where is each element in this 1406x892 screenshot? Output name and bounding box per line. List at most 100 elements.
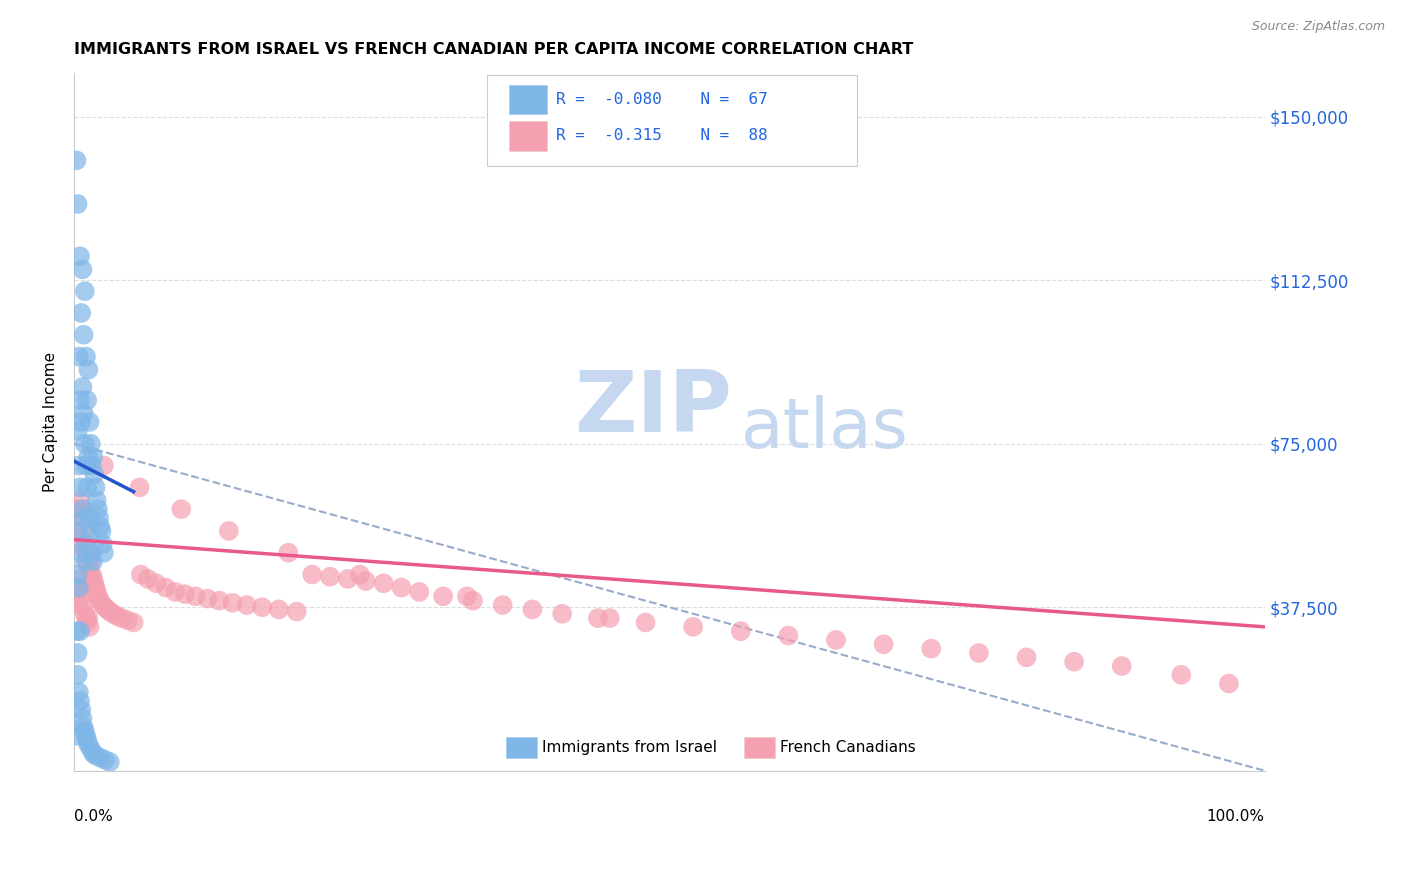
Point — [86, 493, 108, 508]
Point — [173, 587, 195, 601]
FancyBboxPatch shape — [488, 75, 858, 166]
Point — [84, 748, 107, 763]
Point — [117, 613, 139, 627]
Point — [72, 711, 94, 725]
Point — [80, 546, 103, 560]
Point — [94, 600, 117, 615]
Point — [136, 572, 159, 586]
Point — [69, 480, 91, 494]
Point — [67, 598, 90, 612]
Point — [65, 624, 87, 639]
Point — [89, 750, 111, 764]
Point — [122, 615, 145, 630]
Point — [87, 511, 110, 525]
Point — [730, 624, 752, 639]
Point — [72, 524, 94, 538]
Text: Source: ZipAtlas.com: Source: ZipAtlas.com — [1251, 20, 1385, 33]
Point — [67, 685, 90, 699]
Point — [73, 537, 96, 551]
Point — [75, 729, 97, 743]
Point — [250, 600, 273, 615]
Point — [69, 624, 91, 639]
Point — [70, 703, 93, 717]
Point — [235, 598, 257, 612]
Point — [66, 646, 89, 660]
FancyBboxPatch shape — [744, 737, 775, 758]
Point — [96, 602, 118, 616]
Point — [82, 554, 104, 568]
Point — [184, 590, 207, 604]
Point — [105, 609, 128, 624]
Text: Immigrants from Israel: Immigrants from Israel — [541, 740, 717, 756]
Point — [69, 393, 91, 408]
Point — [80, 524, 103, 538]
Point — [432, 590, 454, 604]
Point — [1063, 655, 1085, 669]
Point — [391, 581, 413, 595]
Point — [65, 537, 87, 551]
Point — [75, 537, 97, 551]
Point — [599, 611, 621, 625]
Point — [73, 724, 96, 739]
Point — [66, 197, 89, 211]
Point — [83, 467, 105, 482]
Text: 100.0%: 100.0% — [1206, 809, 1264, 824]
Point — [73, 554, 96, 568]
Point — [82, 572, 104, 586]
Point — [72, 327, 94, 342]
Point — [79, 511, 101, 525]
Point — [89, 519, 111, 533]
Point — [69, 493, 91, 508]
Point — [145, 576, 167, 591]
Point — [73, 607, 96, 621]
Point — [72, 720, 94, 734]
Point — [65, 153, 87, 168]
Point — [72, 262, 94, 277]
Point — [77, 450, 100, 464]
Text: French Canadians: French Canadians — [780, 740, 915, 756]
Point — [72, 598, 94, 612]
Point — [87, 502, 110, 516]
Point — [128, 480, 150, 494]
Point — [70, 306, 93, 320]
Point — [825, 632, 848, 647]
Point — [920, 641, 942, 656]
Point — [98, 605, 121, 619]
Point — [111, 611, 134, 625]
Point — [70, 546, 93, 560]
Point — [67, 458, 90, 473]
Point — [75, 350, 97, 364]
Point — [79, 620, 101, 634]
Point — [76, 554, 98, 568]
Point — [82, 450, 104, 464]
Point — [98, 755, 121, 769]
Point — [87, 590, 110, 604]
Point — [129, 567, 152, 582]
Point — [93, 546, 115, 560]
Point — [67, 350, 90, 364]
Point — [72, 502, 94, 516]
Point — [80, 567, 103, 582]
Text: 0.0%: 0.0% — [75, 809, 112, 824]
Point — [967, 646, 990, 660]
Point — [82, 746, 104, 760]
Point — [70, 415, 93, 429]
Point — [155, 581, 177, 595]
Point — [73, 284, 96, 298]
Point — [94, 753, 117, 767]
Point — [80, 436, 103, 450]
Point — [277, 546, 299, 560]
Point — [75, 546, 97, 560]
Point — [1170, 667, 1192, 681]
Point — [76, 615, 98, 630]
Point — [408, 585, 430, 599]
Point — [80, 554, 103, 568]
Point — [84, 480, 107, 494]
Point — [522, 602, 544, 616]
FancyBboxPatch shape — [509, 121, 547, 151]
Point — [76, 480, 98, 494]
Point — [456, 590, 478, 604]
FancyBboxPatch shape — [509, 85, 547, 114]
Point — [336, 572, 359, 586]
Point — [72, 511, 94, 525]
